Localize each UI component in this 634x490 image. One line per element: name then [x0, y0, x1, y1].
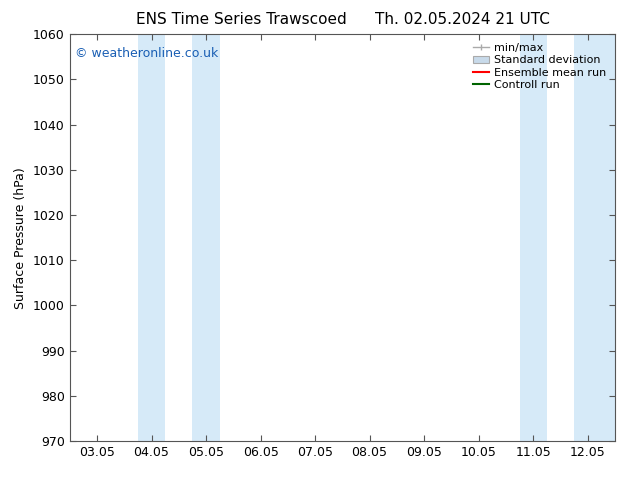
Bar	[574, 34, 615, 441]
Bar	[138, 34, 165, 441]
Bar	[192, 34, 219, 441]
Bar	[520, 34, 547, 441]
Text: ENS Time Series Trawscoed: ENS Time Series Trawscoed	[136, 12, 346, 27]
Legend: min/max, Standard deviation, Ensemble mean run, Controll run: min/max, Standard deviation, Ensemble me…	[469, 40, 609, 93]
Text: © weatheronline.co.uk: © weatheronline.co.uk	[75, 47, 219, 59]
Text: Th. 02.05.2024 21 UTC: Th. 02.05.2024 21 UTC	[375, 12, 550, 27]
Y-axis label: Surface Pressure (hPa): Surface Pressure (hPa)	[15, 167, 27, 309]
